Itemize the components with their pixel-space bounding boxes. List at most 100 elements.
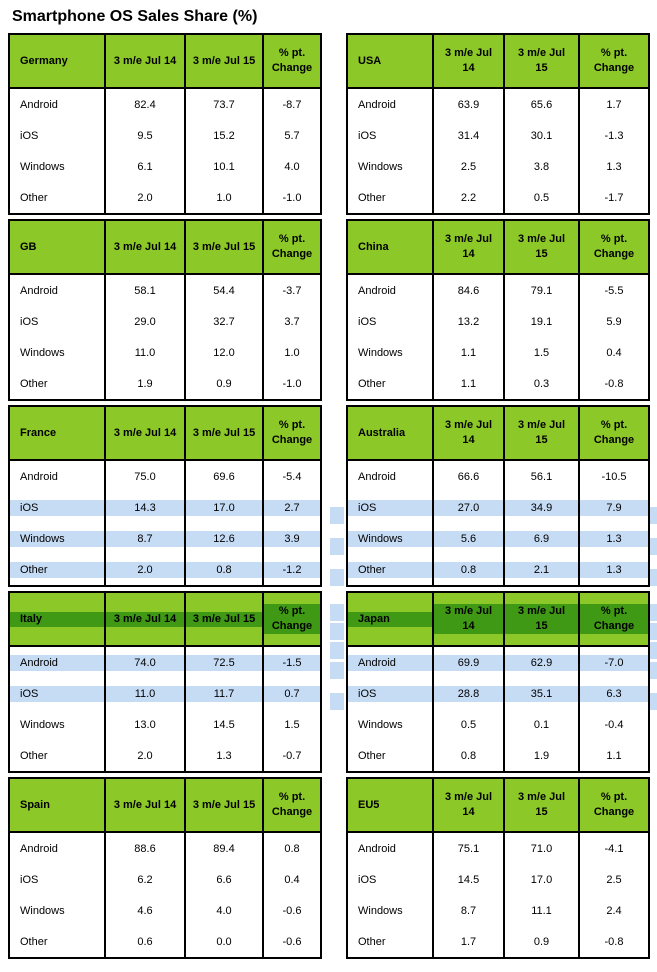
os-name-cell: iOS bbox=[348, 120, 434, 151]
os-name: Other bbox=[358, 191, 386, 204]
os-name-cell: Other bbox=[10, 554, 106, 585]
value-cell: 1.3 bbox=[580, 151, 648, 182]
os-name-cell: Windows bbox=[10, 337, 106, 368]
value-cell: 2.0 bbox=[106, 554, 186, 585]
column-header-label: 3 m/e Jul 15 bbox=[517, 791, 566, 818]
text-selection-artifact bbox=[330, 623, 344, 640]
os-name-cell: iOS bbox=[10, 678, 106, 709]
os-name-cell: iOS bbox=[10, 120, 106, 151]
value-cell: 0.9 bbox=[186, 368, 264, 399]
os-name-cell: iOS bbox=[10, 864, 106, 895]
share-value: 2.7 bbox=[264, 499, 320, 516]
os-name-cell: Other bbox=[348, 182, 434, 213]
os-name: Windows bbox=[358, 160, 403, 173]
share-value: 79.1 bbox=[530, 284, 553, 297]
os-name-cell: Other bbox=[348, 926, 434, 957]
table-row: iOS 27.0 34.9 7.9 bbox=[348, 492, 648, 523]
header-country-cell: USA bbox=[348, 35, 434, 87]
value-cell: 5.6 bbox=[434, 523, 505, 554]
country-name-label: Japan bbox=[348, 611, 432, 627]
value-cell: 6.9 bbox=[505, 523, 580, 554]
os-name: Other bbox=[20, 749, 48, 762]
os-name: Other bbox=[358, 749, 386, 762]
column-header-label: % pt. Change bbox=[593, 233, 635, 260]
right-column: USA 3 m/e Jul 14 3 m/e Jul 15% pt. Change A… bbox=[346, 33, 650, 963]
value-cell: -0.6 bbox=[264, 895, 320, 926]
value-cell: 4.0 bbox=[264, 151, 320, 182]
table-header-row: Germany 3 m/e Jul 14 3 m/e Jul 15 % pt. Cha… bbox=[10, 35, 320, 89]
table-row: Android 82.4 73.7 -8.7 bbox=[10, 89, 320, 120]
os-name-cell: Windows bbox=[10, 895, 106, 926]
text-selection-artifact bbox=[650, 642, 657, 659]
table-row: Windows 8.7 11.1 2.4 bbox=[348, 895, 648, 926]
value-cell: 14.3 bbox=[106, 492, 186, 523]
os-name-cell: Android bbox=[10, 461, 106, 492]
value-cell: 69.9 bbox=[434, 647, 505, 678]
value-cell: 58.1 bbox=[106, 275, 186, 306]
country-name-label: Germany bbox=[20, 54, 68, 67]
os-name-cell: iOS bbox=[10, 492, 106, 523]
country-name-label: France bbox=[20, 426, 57, 439]
country-table-france: France 3 m/e Jul 14 3 m/e Jul 15 % pt. Chan… bbox=[8, 405, 322, 587]
share-value: 31.4 bbox=[457, 129, 480, 142]
share-value: 71.0 bbox=[530, 842, 553, 855]
value-cell: 32.7 bbox=[186, 306, 264, 337]
value-cell: 0.8 bbox=[434, 554, 505, 585]
value-cell: 19.1 bbox=[505, 306, 580, 337]
value-cell: 12.0 bbox=[186, 337, 264, 368]
header-period-cell: 3 m/e Jul 15 bbox=[186, 407, 264, 459]
country-table-gb: GB 3 m/e Jul 14 3 m/e Jul 15 % pt. Change An… bbox=[8, 219, 322, 401]
value-cell: 29.0 bbox=[106, 306, 186, 337]
header-period-cell: % pt. Change bbox=[580, 779, 648, 831]
table-row: Other 0.8 1.9 1.1 bbox=[348, 740, 648, 771]
share-value: 2.1 bbox=[505, 561, 578, 578]
country-table-spain: Spain 3 m/e Jul 14 3 m/e Jul 15 % pt. Chang… bbox=[8, 777, 322, 959]
os-name: iOS bbox=[10, 685, 104, 702]
os-name-cell: iOS bbox=[348, 492, 434, 523]
share-value: 13.0 bbox=[134, 718, 156, 731]
value-cell: 0.8 bbox=[264, 833, 320, 864]
table-row: Android 74.0 72.5 -1.5 bbox=[10, 647, 320, 678]
value-cell: -0.4 bbox=[580, 709, 648, 740]
value-cell: 12.6 bbox=[186, 523, 264, 554]
value-cell: 3.7 bbox=[264, 306, 320, 337]
table-row: Android 75.0 69.6 -5.4 bbox=[10, 461, 320, 492]
header-period-cell: 3 m/e Jul 14 bbox=[434, 779, 505, 831]
share-value: -5.4 bbox=[282, 470, 302, 483]
share-value: 2.0 bbox=[137, 749, 153, 762]
value-cell: 88.6 bbox=[106, 833, 186, 864]
table-row: Other 1.1 0.3 -0.8 bbox=[348, 368, 648, 399]
share-value: 15.2 bbox=[213, 129, 235, 142]
share-value: 89.4 bbox=[213, 842, 235, 855]
header-period-cell: 3 m/e Jul 14 bbox=[434, 221, 505, 273]
column-header-label: % pt. Change bbox=[264, 604, 320, 634]
country-table-china: China 3 m/e Jul 14 3 m/e Jul 15 % pt. Chang… bbox=[346, 219, 650, 401]
column-header-label: % pt. Change bbox=[271, 47, 313, 74]
os-name-cell: Windows bbox=[348, 709, 434, 740]
table-row: iOS 11.0 11.7 0.7 bbox=[10, 678, 320, 709]
value-cell: -0.7 bbox=[264, 740, 320, 771]
share-value: 1.7 bbox=[606, 98, 622, 111]
share-value: 11.7 bbox=[186, 685, 262, 702]
country-table-japan: Japan 3 m/e Jul 14 3 m/e Jul 15% pt. Chang… bbox=[346, 591, 650, 773]
country-name-label: Italy bbox=[10, 611, 104, 627]
os-name-cell: Android bbox=[348, 461, 434, 492]
os-name-cell: Windows bbox=[10, 151, 106, 182]
country-table-eu5: EU5 3 m/e Jul 14 3 m/e Jul 15 % pt. Change A… bbox=[346, 777, 650, 959]
share-value: 1.3 bbox=[606, 160, 622, 173]
header-country-cell: GB bbox=[10, 221, 106, 273]
column-header-label: % pt. Change bbox=[271, 233, 313, 260]
os-name-cell: Windows bbox=[348, 337, 434, 368]
header-period-cell: % pt. Change bbox=[264, 221, 320, 273]
share-value: 3.7 bbox=[284, 315, 300, 328]
os-name: iOS bbox=[20, 129, 39, 142]
value-cell: 3.9 bbox=[264, 523, 320, 554]
share-value: 6.6 bbox=[216, 873, 232, 886]
value-cell: 65.6 bbox=[505, 89, 580, 120]
table-header-row: USA 3 m/e Jul 14 3 m/e Jul 15 % pt. Change bbox=[348, 35, 648, 89]
header-period-cell: 3 m/e Jul 14 bbox=[106, 221, 186, 273]
share-value: 69.9 bbox=[434, 654, 503, 671]
table-row: Windows 1.1 1.5 0.4 bbox=[348, 337, 648, 368]
value-cell: 35.1 bbox=[505, 678, 580, 709]
share-value: 9.5 bbox=[137, 129, 153, 142]
